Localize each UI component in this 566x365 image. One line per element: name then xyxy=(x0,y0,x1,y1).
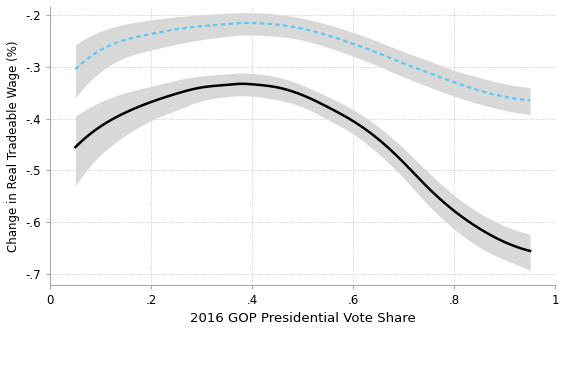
X-axis label: 2016 GOP Presidential Vote Share: 2016 GOP Presidential Vote Share xyxy=(190,312,415,325)
Y-axis label: Change in Real Tradeable Wage (%): Change in Real Tradeable Wage (%) xyxy=(7,40,20,251)
